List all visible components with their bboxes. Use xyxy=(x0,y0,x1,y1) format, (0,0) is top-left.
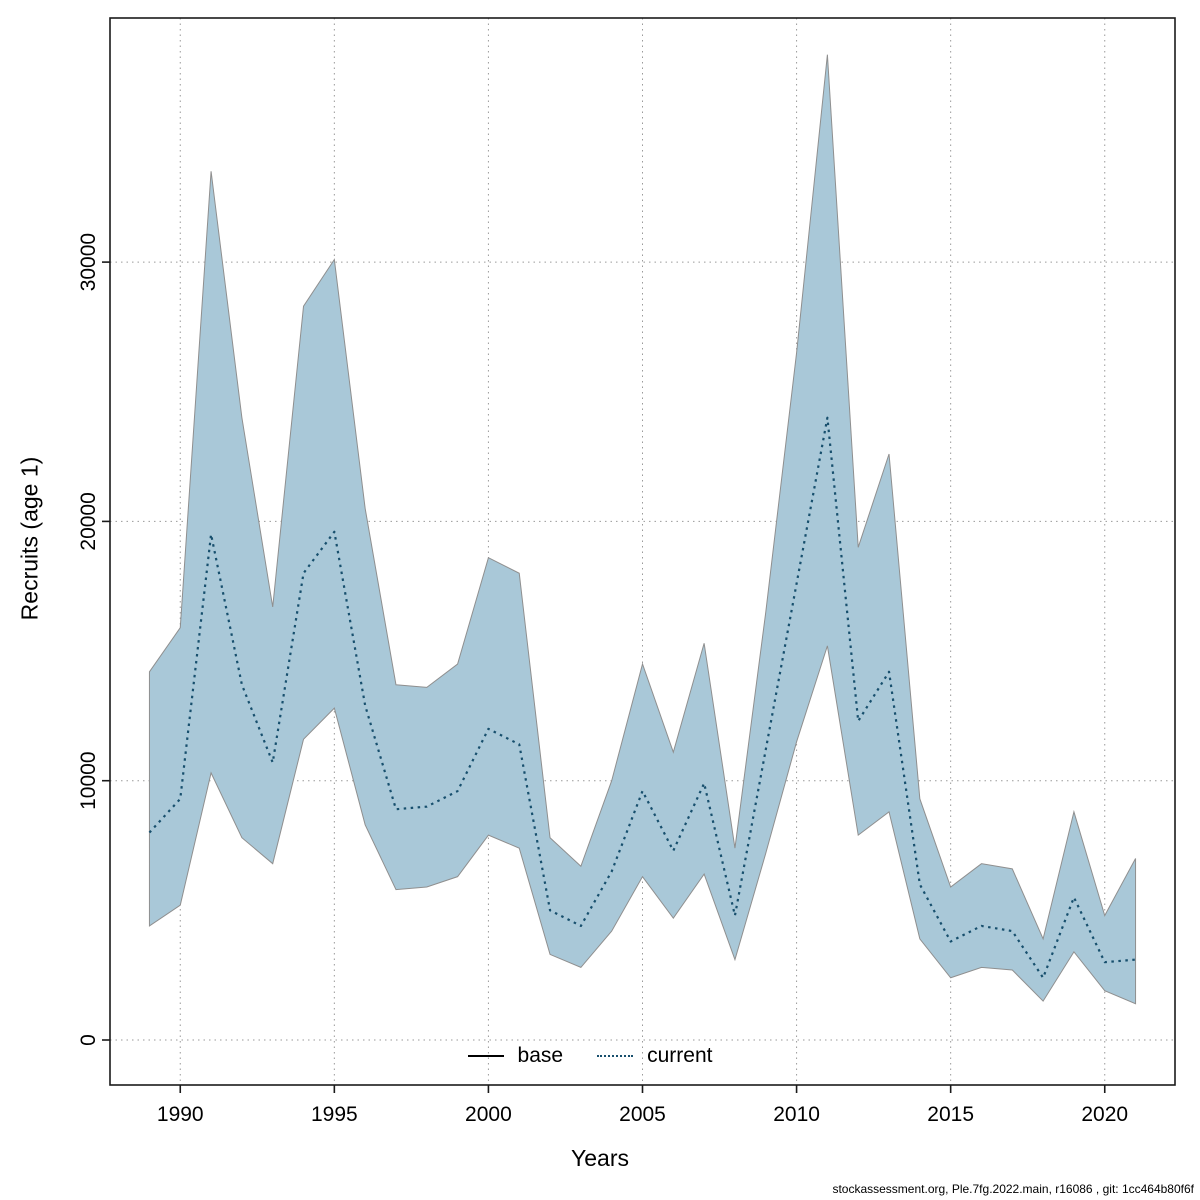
x-tick-label: 2010 xyxy=(773,1103,820,1126)
x-tick-label: 1995 xyxy=(311,1103,358,1126)
y-axis-title: Recruits (age 1) xyxy=(16,456,43,621)
y-tick-label: 20000 xyxy=(77,492,100,550)
current-series-line xyxy=(148,416,1136,979)
x-tick-label: 2020 xyxy=(1081,1103,1128,1126)
y-tick-label: 0 xyxy=(77,1034,100,1046)
y-tick-label: 30000 xyxy=(77,233,100,291)
legend-item-current: current xyxy=(597,1044,712,1068)
footer-citation: stockassessment.org, Ple.7fg.2022.main, … xyxy=(832,1182,1194,1196)
legend: base current xyxy=(0,1044,1180,1068)
x-tick-label: 2015 xyxy=(927,1103,974,1126)
current-line-sample-icon xyxy=(597,1055,634,1057)
y-tick-label: 10000 xyxy=(77,751,100,809)
x-tick-label: 2000 xyxy=(465,1103,512,1126)
x-axis-title: Years xyxy=(571,1145,629,1171)
x-tick-label: 1990 xyxy=(157,1103,204,1126)
legend-label-base: base xyxy=(517,1044,564,1067)
base-line-sample-icon xyxy=(467,1055,504,1057)
x-tick-label: 2005 xyxy=(619,1103,666,1126)
legend-item-base: base xyxy=(467,1044,564,1068)
legend-label-current: current xyxy=(647,1044,713,1067)
confidence-band xyxy=(148,54,1137,1005)
